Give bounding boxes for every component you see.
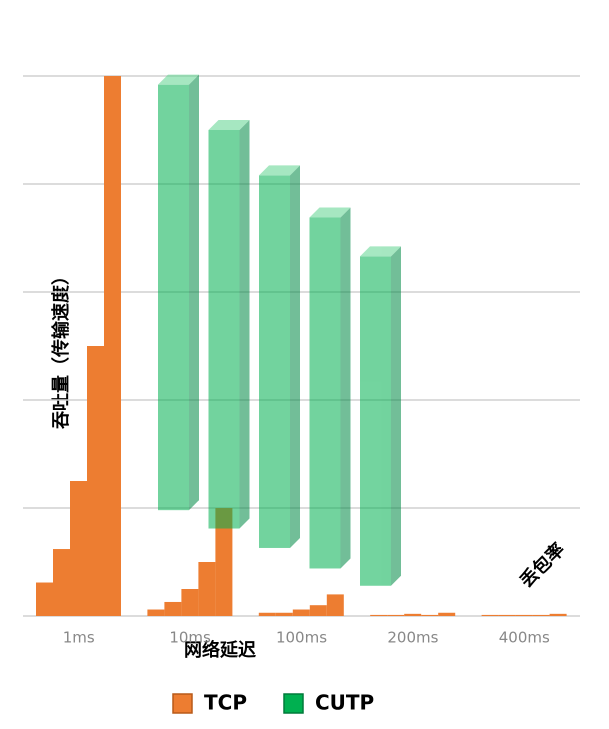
- legend-label: TCP: [204, 691, 247, 715]
- cutp-bar-top: [360, 246, 401, 257]
- cutp-bar-front: [360, 256, 391, 586]
- tcp-bar: [387, 614, 405, 616]
- cutp-bar-side: [340, 207, 351, 569]
- tcp-bar: [70, 481, 87, 616]
- tcp-bar: [104, 76, 121, 616]
- z-axis-title: 丢包率: [515, 538, 569, 592]
- tcp-bar: [198, 562, 216, 616]
- cutp-bar: [158, 74, 199, 511]
- y-axis-title: 吞吐量（传输速度）: [50, 267, 72, 429]
- x-tick-label: 400ms: [499, 629, 550, 647]
- cutp-bar: [259, 165, 300, 548]
- tcp-bar: [275, 612, 293, 616]
- tcp-bar: [164, 601, 182, 616]
- cutp-bar-front: [158, 84, 189, 511]
- tcp-bar: [258, 612, 276, 616]
- tcp-bar: [498, 614, 516, 616]
- tcp-bar: [438, 612, 456, 616]
- cutp-bar: [208, 120, 250, 529]
- tcp-bar: [370, 614, 388, 616]
- legend-swatch: [283, 693, 304, 714]
- tcp-bar: [404, 613, 422, 616]
- x-tick-label: 10ms: [169, 629, 211, 647]
- cutp-bar: [360, 246, 401, 586]
- x-axis-title: 网络延迟: [184, 639, 256, 661]
- cutp-bar-side: [239, 120, 250, 529]
- tcp-bar: [53, 549, 70, 616]
- x-tick-label: 1ms: [63, 629, 95, 647]
- tcp-bar: [532, 614, 550, 616]
- tcp-bar: [181, 589, 199, 616]
- tcp-bar: [292, 609, 310, 616]
- tcp-bar: [549, 613, 567, 616]
- cutp-bar: [309, 207, 351, 569]
- cutp-bar-top: [309, 207, 351, 218]
- cutp-bar-side: [391, 246, 401, 586]
- tcp-bar: [215, 508, 233, 616]
- tcp-bar: [515, 614, 533, 616]
- tcp-bar: [147, 609, 165, 616]
- cutp-bar-front: [309, 217, 341, 569]
- cutp-bar-side: [290, 165, 300, 548]
- cutp-bar-side: [189, 74, 199, 511]
- cutp-bar-top: [158, 74, 199, 85]
- tcp-bar: [421, 614, 439, 616]
- x-tick-label: 100ms: [276, 629, 327, 647]
- tcp-bar: [87, 346, 104, 616]
- legend-label: CUTP: [315, 691, 374, 715]
- cutp-bar-front: [208, 130, 240, 529]
- cutp-bar-top: [208, 120, 250, 130]
- x-tick-label: 200ms: [387, 629, 438, 647]
- tcp-bar: [481, 614, 499, 616]
- legend-swatch: [172, 693, 193, 714]
- cutp-bar-top: [259, 165, 300, 176]
- tcp-bar: [309, 605, 327, 616]
- tcp-bar: [326, 594, 344, 616]
- cutp-bar-front: [259, 175, 290, 548]
- tcp-bar: [36, 582, 53, 616]
